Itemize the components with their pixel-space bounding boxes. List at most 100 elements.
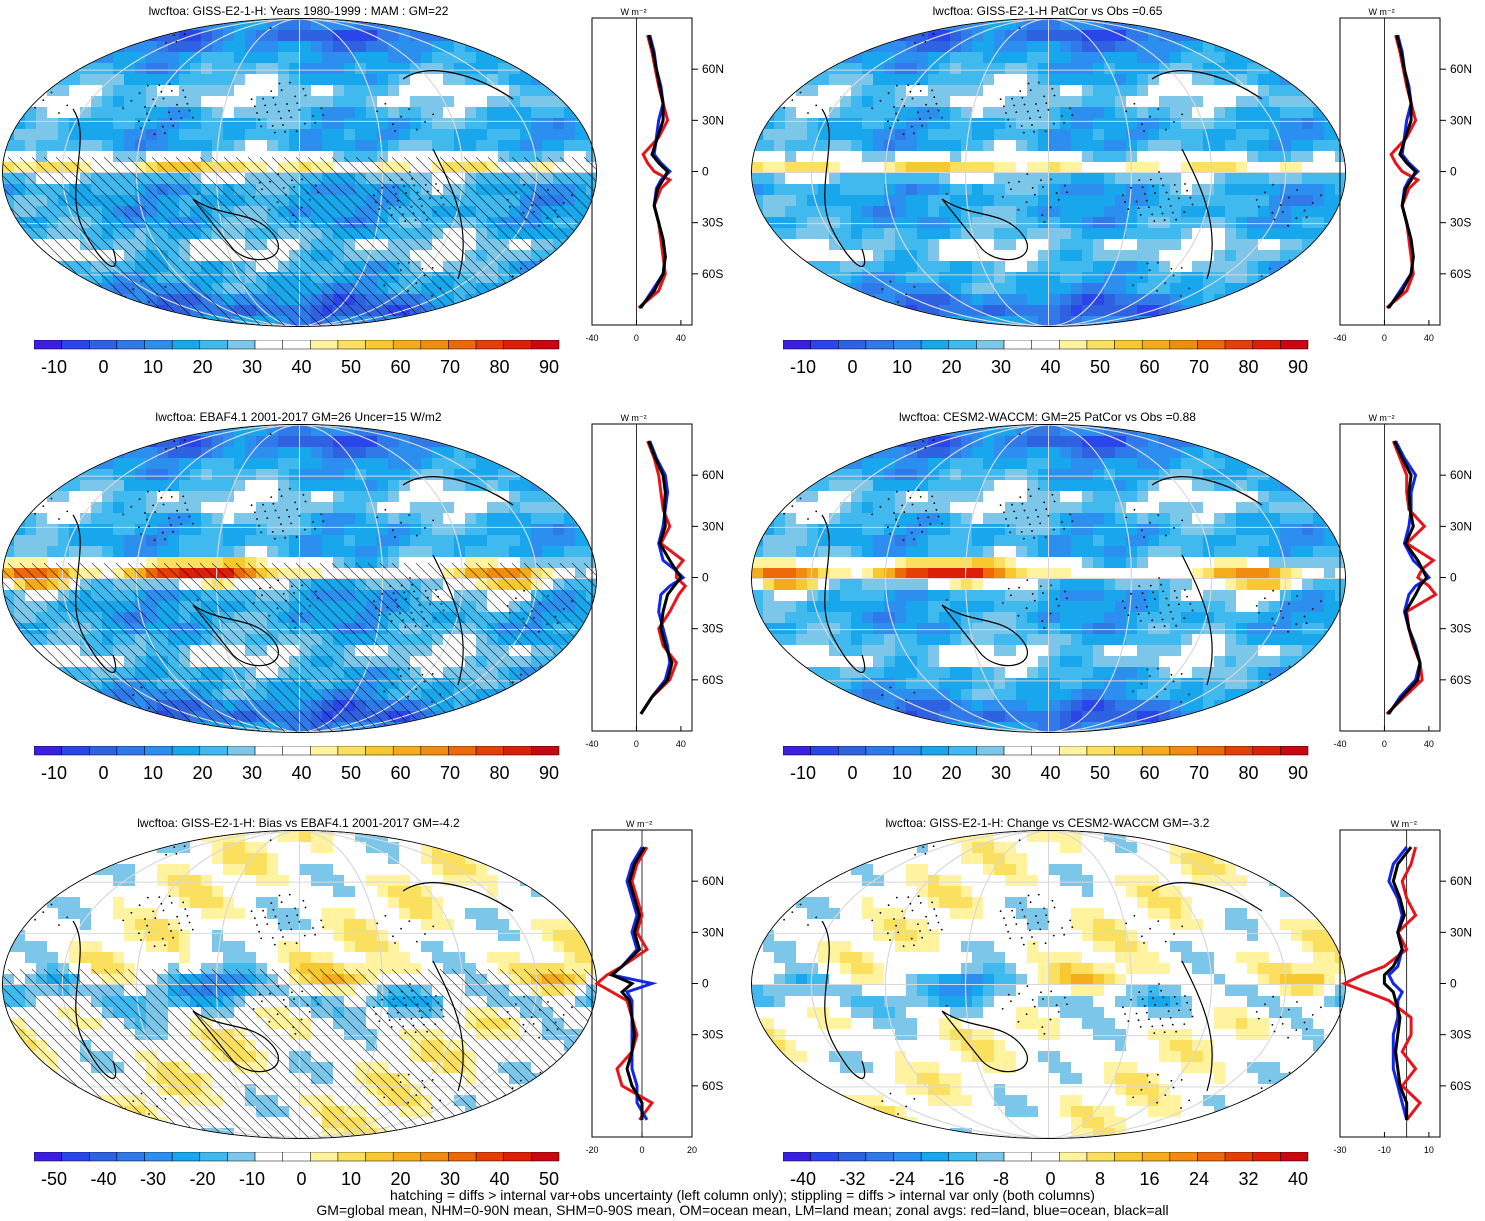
zonal-unit-label: W m⁻² [1368,7,1394,17]
lat-tick-label: 30N [1450,925,1472,939]
colorbar-tick-label: 10 [143,763,163,783]
footer-line-1: hatching = diffs > internal var+obs unce… [390,1187,1095,1203]
lat-tick-label: 0 [1450,165,1457,179]
zonal-series-ocean [639,440,686,715]
zonal-x-tick-label: 0 [1382,333,1387,343]
zonal-mean-plot: 60N 30N 0 30S 60S W m⁻² -40 0 40 [585,7,724,343]
colorbar-tick-label: 10 [143,357,163,377]
lat-tick-label: 60N [702,62,724,76]
lat-tick-label: 60S [1450,673,1471,687]
colorbar-tick-label: -10 [239,1169,265,1189]
lat-tick-label: 0 [1450,571,1457,585]
colorbar-tick-label: 0 [847,763,857,783]
zonal-series-ocean [608,846,658,1121]
zonal-series-all [1386,34,1418,309]
colorbar-tick-label: 8 [1095,1169,1105,1189]
lat-tick-label: 60N [702,468,724,482]
panel-title: lwcftoa: GISS-E2-1-H: Change vs CESM2-WA… [885,816,1210,830]
zonal-x-tick-label: 10 [1424,1145,1434,1155]
zonal-mean-plot: 60N 30N 0 30S 60S W m⁻² -40 0 40 [1333,413,1472,749]
colorbar-tick-label: 40 [291,357,311,377]
panel-title: lwcftoa: GISS-E2-1-H PatCor vs Obs =0.65 [932,4,1163,18]
colorbar: -40 -32 -24 -16 -8 0 8 16 24 32 40 [783,1152,1309,1189]
zonal-series-all [609,846,646,1120]
colorbar-tick-label: 10 [341,1169,361,1189]
colorbar-tick-label: -10 [41,763,67,783]
colorbar-tick-label: 70 [1189,763,1209,783]
zonal-series-ocean [1387,846,1409,1121]
world-map [2,830,597,1139]
lat-tick-label: 60S [702,673,723,687]
colorbar: -50 -40 -30 -20 -10 0 10 20 30 40 50 [34,1152,560,1189]
colorbar-tick-label: 90 [1288,763,1308,783]
colorbar-tick-label: -40 [790,1169,816,1189]
world-map [751,830,1346,1139]
zonal-series-land [1340,846,1423,1121]
zonal-mean-plot: 60N 30N 0 30S 60S W m⁻² -40 0 40 [1333,7,1472,343]
colorbar-tick-label: 80 [1238,357,1258,377]
lat-tick-label: 60N [1450,62,1472,76]
colorbar-tick-label: 0 [1045,1169,1055,1189]
lat-tick-label: 60N [1450,468,1472,482]
colorbar-tick-label: -50 [41,1169,67,1189]
map-field [3,425,596,732]
colorbar-tick-label: 60 [390,357,410,377]
map-field [752,831,1345,1138]
lat-tick-label: 30N [702,519,724,533]
lat-tick-label: 60N [1450,874,1472,888]
colorbar-tick-label: 20 [192,357,212,377]
lat-tick-label: 60S [1450,267,1471,281]
colorbar-tick-label: 40 [291,763,311,783]
colorbar-tick-label: 30 [242,763,262,783]
colorbar-tick-label: -10 [790,763,816,783]
lat-tick-label: 30N [702,925,724,939]
world-map [2,424,597,733]
colorbar-tick-label: 0 [847,357,857,377]
colorbar-tick-label: 20 [941,763,961,783]
zonal-series-land [639,440,688,715]
lat-tick-label: 30S [1450,216,1471,230]
colorbar-tick-label: -16 [938,1169,964,1189]
world-map [2,18,597,327]
colorbar-tick-label: -24 [889,1169,915,1189]
map-field [3,831,596,1138]
lat-tick-label: 30S [702,622,723,636]
zonal-x-tick-label: -30 [1333,1145,1346,1155]
lat-tick-label: 30S [1450,622,1471,636]
zonal-series-all [639,440,683,715]
panel-title: lwcftoa: CESM2-WACCM: GM=25 PatCor vs Ob… [899,410,1196,424]
colorbar-tick-label: -10 [790,357,816,377]
colorbar-tick-label: 50 [1090,763,1110,783]
colorbar-tick-label: 70 [440,357,460,377]
panel-title: lwcftoa: GISS-E2-1-H: Years 1980-1999 : … [148,4,449,18]
lat-tick-label: 30S [702,216,723,230]
world-map [751,424,1346,733]
colorbar-tick-label: 40 [1040,357,1060,377]
map-field [3,19,596,326]
colorbar-tick-label: 0 [296,1169,306,1189]
zonal-series-all [1382,846,1413,1120]
zonal-unit-label: W m⁻² [1368,413,1394,423]
lat-tick-label: 0 [1450,977,1457,991]
zonal-unit-label: W m⁻² [620,7,646,17]
colorbar-tick-label: 40 [1040,763,1060,783]
panel-title: lwcftoa: GISS-E2-1-H: Bias vs EBAF4.1 20… [137,816,460,830]
world-map [751,18,1346,327]
zonal-x-tick-label: -40 [1333,739,1346,749]
zonal-mean-plot: 60N 30N 0 30S 60S W m⁻² -40 0 40 [585,413,724,749]
zonal-x-tick-label: -40 [585,333,598,343]
colorbar-tick-label: -32 [839,1169,865,1189]
zonal-x-tick-label: 40 [676,739,686,749]
colorbar-tick-label: 0 [98,763,108,783]
lat-tick-label: 60S [1450,1079,1471,1093]
colorbar-tick-label: 0 [98,357,108,377]
colorbar-tick-label: 10 [892,763,912,783]
lat-tick-label: 30S [702,1028,723,1042]
colorbar-tick-label: 50 [539,1169,559,1189]
zonal-x-tick-label: 40 [676,333,686,343]
zonal-unit-label: W m⁻² [626,819,652,829]
colorbar: -10 0 10 20 30 40 50 60 70 80 90 [34,746,560,783]
colorbar: -10 0 10 20 30 40 50 60 70 80 90 [783,746,1309,783]
zonal-series-all [1386,440,1429,715]
colorbar-tick-label: 60 [1139,763,1159,783]
